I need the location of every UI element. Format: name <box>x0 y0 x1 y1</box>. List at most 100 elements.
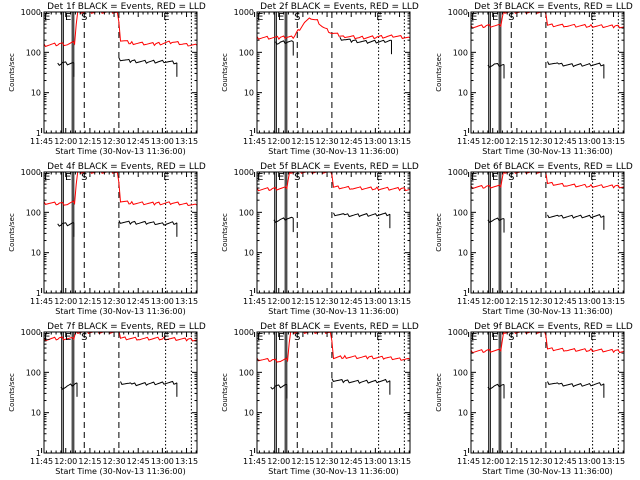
chart-series-group <box>471 172 624 233</box>
marker-label: S <box>294 332 300 343</box>
plot-frame <box>43 331 198 454</box>
x-axis-label: Start Time (30-Nov-13 11:36:00) <box>482 467 612 476</box>
series-line-events <box>487 217 505 223</box>
chart-title: Det 4f BLACK = Events, RED = LLD <box>47 162 206 172</box>
marker-label: E <box>163 12 169 23</box>
x-axis-label: Start Time (30-Nov-13 11:36:00) <box>268 147 398 156</box>
x-tick-label: 13:15 <box>175 457 198 466</box>
marker-label: E <box>471 332 477 343</box>
series-line-events <box>339 36 392 44</box>
y-tick-label: 100 <box>239 368 254 377</box>
marker-label: S <box>81 172 87 183</box>
chart-title: Det 9f BLACK = Events, RED = LLD <box>474 322 633 332</box>
plot-frame <box>43 171 198 294</box>
x-tick-label: 12:30 <box>103 457 126 466</box>
x-tick-label: 13:00 <box>578 137 601 146</box>
series-line-events <box>333 212 391 218</box>
y-tick-label: 100 <box>26 48 41 57</box>
y-tick-label: 10 <box>31 249 41 258</box>
x-axis-label: Start Time (30-Nov-13 11:36:00) <box>55 147 185 156</box>
x-tick-label: 12:15 <box>78 457 101 466</box>
x-tick-label: 12:00 <box>54 297 77 306</box>
marker-label: E <box>376 332 382 343</box>
marker-label: E <box>471 172 477 183</box>
y-axis-label: Counts/sec <box>435 373 443 412</box>
y-tick-label: 1 <box>36 449 41 458</box>
y-tick-label: 1000 <box>234 328 254 337</box>
series-line-events <box>120 380 178 387</box>
x-tick-label: 12:00 <box>267 137 290 146</box>
series-line-events <box>57 61 74 66</box>
marker-label: E <box>44 332 50 343</box>
series-line-events <box>275 40 294 45</box>
x-tick-label: 12:15 <box>291 297 314 306</box>
y-tick-label: 10 <box>31 89 41 98</box>
y-axis-label: Counts/sec <box>8 213 16 252</box>
x-tick-label: 13:00 <box>151 297 174 306</box>
y-axis-label: Counts/sec <box>435 53 443 92</box>
plot-frame <box>43 11 198 134</box>
y-tick-label: 1000 <box>234 8 254 17</box>
marker-label: E <box>376 172 382 183</box>
y-tick-label: 100 <box>453 368 468 377</box>
y-tick-label: 1000 <box>448 8 468 17</box>
chart-series-group <box>44 172 197 237</box>
marker-label: E <box>65 332 71 343</box>
series-line-events <box>118 220 178 226</box>
marker-label: E <box>257 172 263 183</box>
series-line-events <box>547 61 605 68</box>
y-axis-label: Counts/sec <box>221 373 229 412</box>
series-line-events <box>547 213 605 219</box>
marker-label: E <box>590 332 596 343</box>
x-tick-label: 12:00 <box>481 137 504 146</box>
x-tick-label: 11:45 <box>457 457 480 466</box>
chart-title: Det 2f BLACK = Events, RED = LLD <box>260 2 419 12</box>
x-tick-label: 12:15 <box>505 297 528 306</box>
marker-label: E <box>278 12 284 23</box>
x-tick-label: 13:15 <box>602 297 625 306</box>
marker-label: E <box>44 12 50 23</box>
y-tick-label: 10 <box>31 409 41 418</box>
plot-frame <box>256 171 411 294</box>
y-tick-label: 1 <box>36 129 41 138</box>
y-tick-label: 1000 <box>448 168 468 177</box>
marker-label: E <box>163 332 169 343</box>
plot-frame <box>470 331 625 454</box>
y-tick-label: 100 <box>453 208 468 217</box>
y-tick-label: 1 <box>249 129 254 138</box>
x-tick-label: 12:30 <box>103 137 126 146</box>
x-tick-label: 12:00 <box>54 137 77 146</box>
chart-title: Det 5f BLACK = Events, RED = LLD <box>260 162 419 172</box>
x-tick-label: 13:15 <box>175 297 198 306</box>
marker-label: E <box>492 172 498 183</box>
series-line-events <box>487 62 505 68</box>
marker-label: E <box>492 332 498 343</box>
y-tick-label: 1000 <box>448 328 468 337</box>
x-tick-label: 13:15 <box>602 137 625 146</box>
chart-series-group <box>471 12 624 79</box>
series-line-events <box>270 384 287 390</box>
y-tick-label: 1000 <box>234 168 254 177</box>
series-line-events <box>118 57 178 65</box>
x-tick-label: 13:00 <box>151 457 174 466</box>
marker-label: E <box>590 12 596 23</box>
y-tick-label: 100 <box>239 48 254 57</box>
x-tick-label: 12:45 <box>554 137 577 146</box>
marker-label: E <box>492 12 498 23</box>
x-tick-label: 12:15 <box>505 457 528 466</box>
x-tick-label: 12:00 <box>267 457 290 466</box>
x-tick-label: 11:45 <box>457 297 480 306</box>
marker-label: S <box>81 332 87 343</box>
x-tick-label: 12:15 <box>291 457 314 466</box>
chart-series-group <box>257 332 410 399</box>
x-tick-label: 12:45 <box>127 297 150 306</box>
series-line-lld <box>44 12 197 48</box>
x-axis-label: Start Time (30-Nov-13 11:36:00) <box>268 307 398 316</box>
x-tick-label: 12:15 <box>78 137 101 146</box>
x-tick-label: 12:30 <box>103 297 126 306</box>
plot-frame <box>256 331 411 454</box>
